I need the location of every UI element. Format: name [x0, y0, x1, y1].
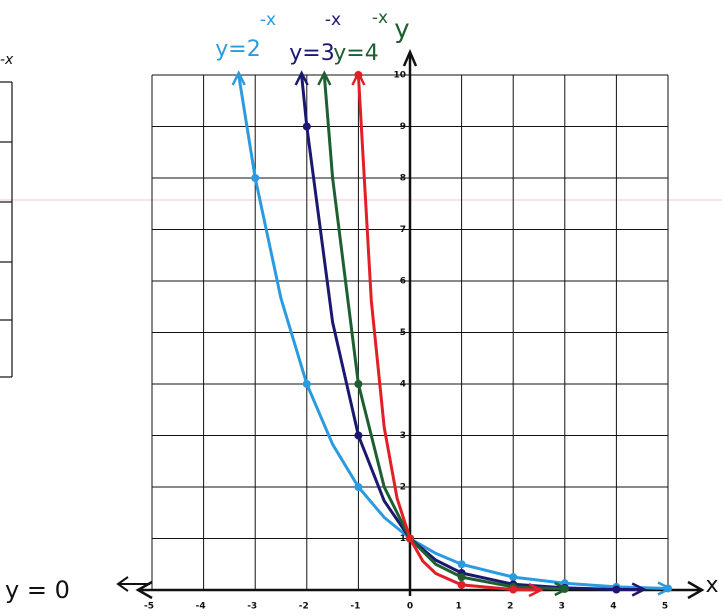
y-axis-label: y	[394, 15, 409, 45]
point	[354, 380, 363, 388]
y-tick-label: 4	[400, 380, 406, 390]
x-axis-label: x	[705, 573, 718, 598]
y-tick-label: 9	[400, 122, 406, 132]
y-tick-label: 2	[400, 483, 406, 493]
y-tick-label: 7	[400, 225, 406, 235]
y-tick-label: 3	[400, 431, 406, 441]
x-axis-arrow	[687, 580, 705, 600]
point	[509, 585, 518, 594]
curve-arrow	[317, 70, 332, 86]
x-tick-label: -4	[196, 602, 206, 612]
point	[457, 560, 466, 569]
y-tick-label: 6	[400, 277, 406, 287]
curve-arrow	[657, 581, 673, 596]
legend-label: y=2	[215, 37, 260, 62]
point	[457, 580, 466, 589]
legend-label: y=4	[333, 41, 378, 66]
legend-label-exponent: -x	[325, 10, 341, 30]
x-tick-label: 1	[455, 602, 461, 612]
point	[302, 380, 311, 388]
point	[354, 431, 363, 440]
point	[354, 483, 363, 491]
x-tick-label: -1	[350, 602, 360, 612]
point	[612, 585, 621, 594]
x-tick-label: 0	[407, 602, 413, 612]
point	[457, 573, 466, 582]
y-tick-label: 5	[400, 328, 406, 338]
curve-arrow	[631, 582, 647, 597]
asymptote-label: y = 0	[5, 576, 70, 604]
legend-label-exponent: -x	[260, 10, 276, 30]
point	[251, 174, 260, 182]
x-tick-label: 4	[610, 602, 616, 612]
legend-label: y=3	[289, 41, 334, 66]
curve	[237, 74, 669, 590]
x-tick-label: 2	[507, 602, 513, 612]
y-axis-arrow	[402, 48, 418, 67]
x-tick-label: -2	[299, 602, 309, 612]
y-tick-label: 10	[393, 71, 406, 81]
point	[302, 122, 311, 131]
x-tick-label: -5	[144, 602, 154, 612]
side-table	[0, 81, 13, 378]
point	[406, 534, 414, 543]
y-tick-label: 1	[400, 534, 406, 544]
side-fragment: -x	[0, 52, 14, 68]
x-tick-label: -3	[247, 602, 257, 612]
asymptote-arrow-head	[116, 576, 129, 592]
curve-arrow	[528, 582, 544, 598]
point	[509, 573, 518, 582]
x-tick-label: 5	[662, 602, 668, 612]
curve-arrow	[351, 70, 366, 86]
curve-arrow	[554, 581, 570, 597]
curve	[356, 74, 540, 592]
curve-arrow	[294, 70, 309, 86]
legend-label-exponent: -x	[372, 8, 388, 28]
x-tick-label: 3	[559, 602, 565, 612]
curve-arrow	[231, 70, 246, 86]
y-tick-label: 8	[400, 174, 406, 184]
